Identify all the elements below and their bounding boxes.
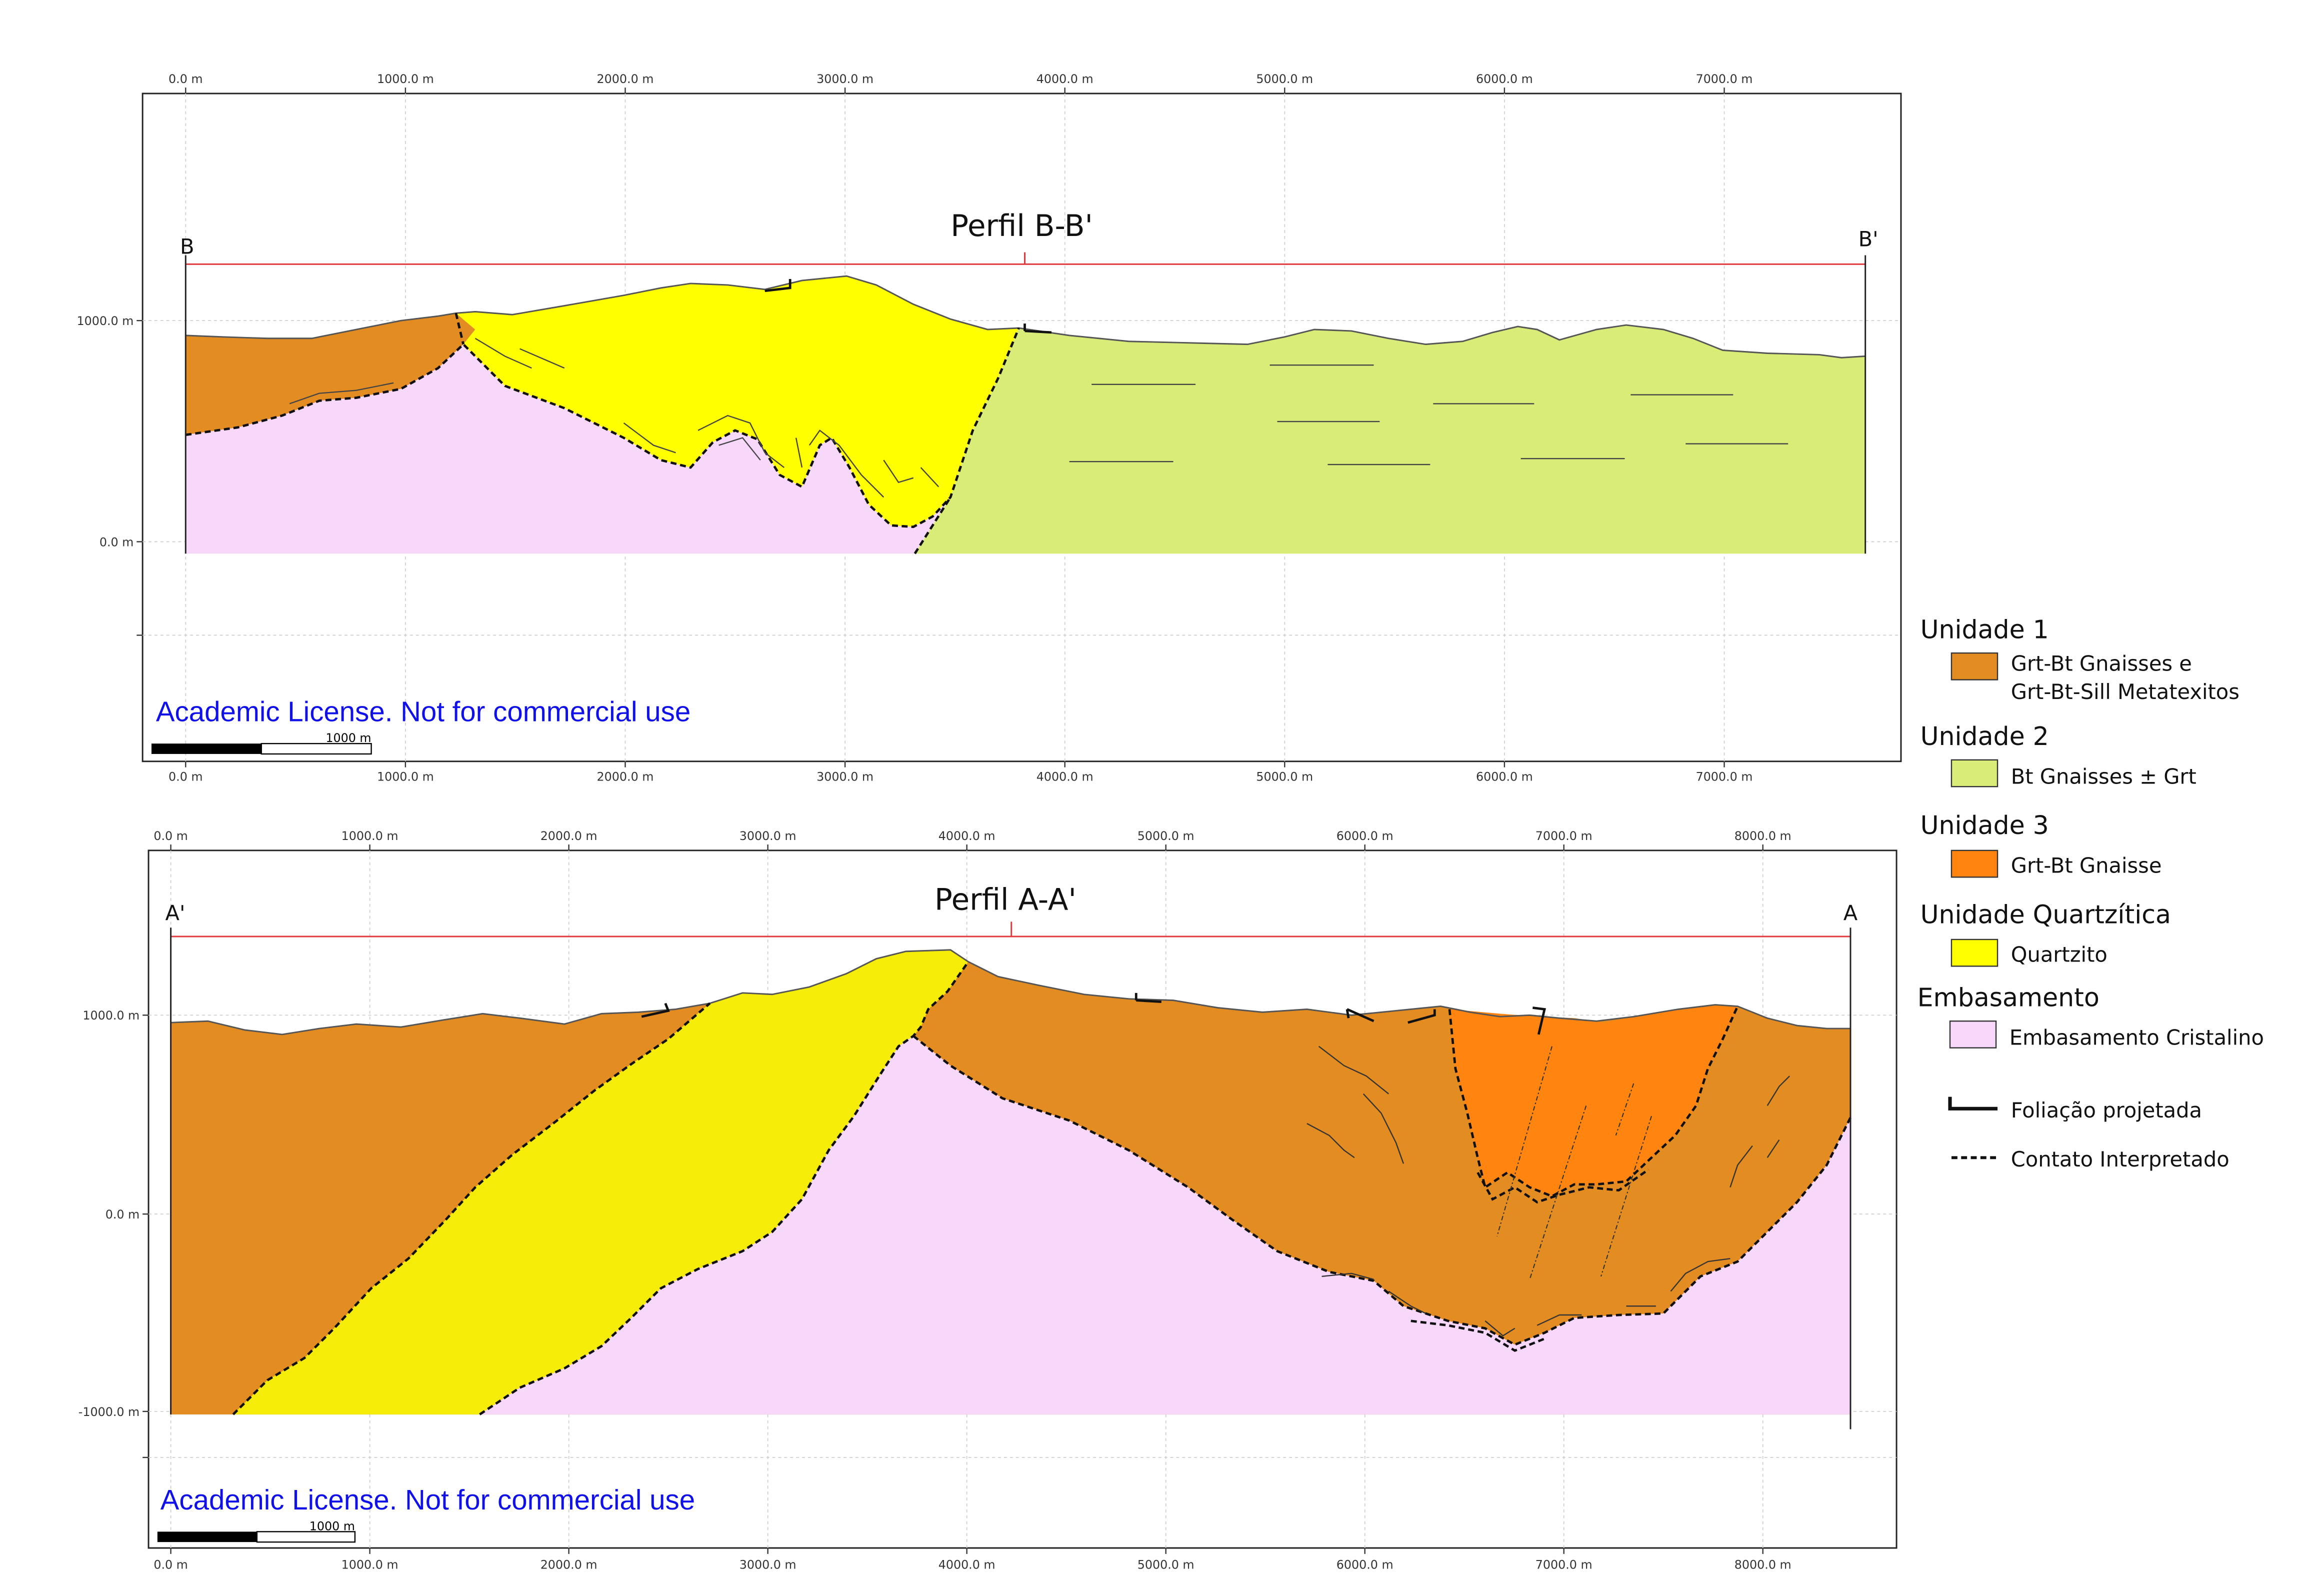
aa-x-top-tick-label: 6000.0 m xyxy=(1336,829,1394,843)
aa-x-top-tick-label: 1000.0 m xyxy=(342,829,398,843)
legend-foliation-symbol-icon xyxy=(1948,1096,1998,1110)
bb-x-bottom-tick-label: 3000.0 m xyxy=(816,770,874,784)
aa-x-top-tick-label: 7000.0 m xyxy=(1536,829,1592,843)
legend-swatch-quartzito xyxy=(1950,938,1998,967)
bb-foliation-traces xyxy=(289,338,1788,498)
bb-title: Perfil B-B' xyxy=(950,209,1093,244)
aa-x-top-tick-label: 2000.0 m xyxy=(540,829,598,843)
aa-y-tick-label: -1000.0 m xyxy=(78,1405,140,1419)
bb-x-top-tick-label: 0.0 m xyxy=(168,72,202,86)
legend-label-foliation: Foliação projetada xyxy=(2011,1098,2202,1122)
aa-x-bottom-tick-label: 1000.0 m xyxy=(342,1558,398,1572)
bb-x-axis-top: 0.0 m 1000.0 m 2000.0 m 3000.0 m 4000.0 m 500… xyxy=(168,72,1752,94)
bb-y-axis: 1000.0 m 0.0 m xyxy=(76,314,143,549)
bb-x-bottom-tick-label: 7000.0 m xyxy=(1696,770,1753,784)
aa-x-top-tick-label: 0.0 m xyxy=(154,829,188,843)
legend-label-unidade3: Grt-Bt Gnaisse xyxy=(2011,853,2162,878)
bb-end-label: B' xyxy=(1858,227,1878,252)
bb-x-top-tick-label: 3000.0 m xyxy=(816,72,874,86)
aa-unit3-lineations xyxy=(1496,1046,1652,1280)
aa-x-bottom-tick-label: 5000.0 m xyxy=(1138,1558,1194,1572)
bb-x-top-tick-label: 4000.0 m xyxy=(1036,72,1094,86)
aa-x-bottom-tick-label: 6000.0 m xyxy=(1336,1558,1394,1572)
aa-x-bottom-tick-label: 3000.0 m xyxy=(740,1558,796,1572)
legend-heading-unidade2: Unidade 2 xyxy=(1920,722,2049,751)
aa-x-axis-bottom: 0.0 m 1000.0 m 2000.0 m 3000.0 m 4000.0 m 500… xyxy=(154,1548,1792,1572)
aa-topography-line xyxy=(170,949,1850,1036)
bb-x-top-tick-label: 5000.0 m xyxy=(1256,72,1313,86)
bb-x-top-tick-label: 1000.0 m xyxy=(377,72,434,86)
legend-heading-quartzitica: Unidade Quartzítica xyxy=(1920,900,2171,929)
bb-start-label: B xyxy=(180,234,194,259)
aa-end-label: A xyxy=(1844,900,1858,925)
aa-x-bottom-tick-label: 4000.0 m xyxy=(938,1558,996,1572)
aa-y-tick-label: 1000.0 m xyxy=(82,1008,140,1022)
bb-interpreted-contacts xyxy=(185,312,1020,554)
legend-swatch-embasamento xyxy=(1949,1020,1997,1048)
bb-x-top-tick-label: 7000.0 m xyxy=(1696,72,1753,86)
bb-section-line xyxy=(186,252,1866,265)
aa-interpreted-contacts xyxy=(232,961,1852,1416)
bb-x-bottom-tick-label: 5000.0 m xyxy=(1256,770,1313,784)
bb-x-bottom-tick-label: 0.0 m xyxy=(168,770,202,784)
bb-scale-bar: 1000 m xyxy=(151,731,372,755)
legend-swatch-unidade2 xyxy=(1950,759,1998,788)
aa-section-line xyxy=(170,922,1850,938)
aa-quartzito-unit xyxy=(233,950,968,1414)
legend-label-quartzito: Quartzito xyxy=(2011,942,2108,966)
bb-x-bottom-tick-label: 2000.0 m xyxy=(597,770,654,784)
bb-x-top-tick-label: 6000.0 m xyxy=(1476,72,1533,86)
legend-label-unidade1-line1: Grt-Bt Gnaisses e xyxy=(2011,652,2192,676)
aa-foliation-traces xyxy=(1306,1046,1790,1336)
profile-aa-panel: Perfil A-A' A' A 0.0 m 1000.0 m 2000.0 m 30… xyxy=(78,829,1898,1572)
aa-x-bottom-tick-label: 0.0 m xyxy=(154,1558,188,1572)
profile-bb-panel: Perfil B-B' B B' 0.0 m 1000.0 m 2000.0 m 30… xyxy=(76,72,1902,784)
bb-quartzito-unit xyxy=(456,276,1019,527)
bb-unidade1-unit xyxy=(186,313,476,435)
bb-x-bottom-tick-label: 1000.0 m xyxy=(377,770,434,784)
svg-text:1000 m: 1000 m xyxy=(326,731,371,745)
aa-scale-bar: 1000 m xyxy=(157,1519,356,1543)
aa-x-bottom-tick-label: 8000.0 m xyxy=(1734,1558,1792,1572)
bb-y-tick-label: 1000.0 m xyxy=(76,314,134,328)
aa-embasamento-unit xyxy=(480,1036,1850,1414)
aa-x-top-tick-label: 8000.0 m xyxy=(1734,829,1792,843)
aa-x-bottom-tick-label: 7000.0 m xyxy=(1536,1558,1592,1572)
aa-watermark: Academic License. Not for commercial use xyxy=(160,1484,695,1516)
bb-unidade2-unit xyxy=(914,325,1866,554)
aa-title: Perfil A-A' xyxy=(934,883,1076,918)
svg-text:1000 m: 1000 m xyxy=(310,1519,355,1533)
bb-y-tick-label: 0.0 m xyxy=(100,535,134,549)
aa-x-top-tick-label: 4000.0 m xyxy=(938,829,996,843)
bb-x-bottom-tick-label: 4000.0 m xyxy=(1036,770,1094,784)
aa-x-top-tick-label: 3000.0 m xyxy=(740,829,796,843)
bb-embasamento-unit xyxy=(186,344,950,554)
bb-watermark: Academic License. Not for commercial use xyxy=(156,696,690,728)
aa-start-label: A' xyxy=(166,900,186,925)
bb-x-top-tick-label: 2000.0 m xyxy=(597,72,654,86)
bb-x-axis-bottom: 0.0 m 1000.0 m 2000.0 m 3000.0 m 4000.0 m 500… xyxy=(168,761,1753,784)
legend-label-embasamento: Embasamento Cristalino xyxy=(2010,1026,2264,1050)
aa-foliation-symbols xyxy=(641,992,1546,1035)
aa-y-tick-label: 0.0 m xyxy=(106,1208,140,1222)
bb-x-bottom-tick-label: 6000.0 m xyxy=(1476,770,1533,784)
legend-label-contact: Contato Interpretado xyxy=(2011,1147,2230,1172)
aa-unidade3-unit xyxy=(1449,1004,1738,1196)
legend-label-unidade2: Bt Gnaisses ± Grt xyxy=(2011,764,2196,788)
aa-x-bottom-tick-label: 2000.0 m xyxy=(540,1558,598,1572)
aa-y-axis: 1000.0 m 0.0 m -1000.0 m xyxy=(78,1008,149,1419)
legend-heading-embasamento: Embasamento xyxy=(1918,983,2100,1012)
legend: Unidade 1 Grt-Bt Gnaisses e Grt-Bt-Sill … xyxy=(1918,614,2264,1172)
bb-foliation-symbols xyxy=(764,279,1052,334)
aa-x-axis-top: 0.0 m 1000.0 m 2000.0 m 3000.0 m 4000.0 m 500… xyxy=(154,829,1792,850)
legend-swatch-unidade1 xyxy=(1950,652,1998,680)
legend-swatch-unidade3 xyxy=(1950,850,1998,878)
aa-x-top-tick-label: 5000.0 m xyxy=(1138,829,1194,843)
legend-heading-unidade1: Unidade 1 xyxy=(1920,614,2049,644)
legend-heading-unidade3: Unidade 3 xyxy=(1920,810,2049,840)
legend-label-unidade1-line2: Grt-Bt-Sill Metatexitos xyxy=(2011,680,2240,704)
